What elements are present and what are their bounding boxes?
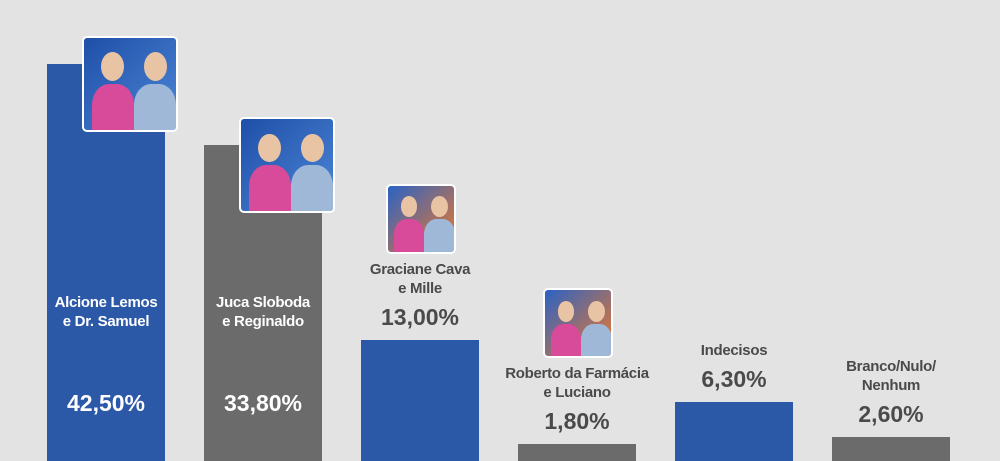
bar xyxy=(675,402,793,461)
bar xyxy=(832,436,950,461)
value-label: 42,50% xyxy=(66,390,145,416)
bar xyxy=(518,444,636,461)
candidate-photo xyxy=(82,36,178,133)
bar xyxy=(361,339,479,461)
value-label: 13,00% xyxy=(380,303,459,330)
candidate-photo xyxy=(386,183,456,254)
category-label: Roberto da Farmácia e Luciano xyxy=(505,365,649,402)
value-label: 6,30% xyxy=(701,366,767,393)
category-label: Alcione Lemos e Dr. Samuel xyxy=(54,294,158,330)
category-label: Juca Sloboda e Reginaldo xyxy=(216,294,310,330)
candidate-photo xyxy=(543,288,613,359)
value-label: 2,60% xyxy=(858,400,924,427)
category-label: Graciane Cava e Mille xyxy=(369,260,471,297)
category-label: Branco/Nulo/ Nenhum xyxy=(846,357,936,394)
value-label: 1,80% xyxy=(544,408,610,435)
category-label: Indecisos xyxy=(700,342,768,360)
candidate-photo xyxy=(239,117,335,214)
value-label: 33,80% xyxy=(223,390,302,416)
